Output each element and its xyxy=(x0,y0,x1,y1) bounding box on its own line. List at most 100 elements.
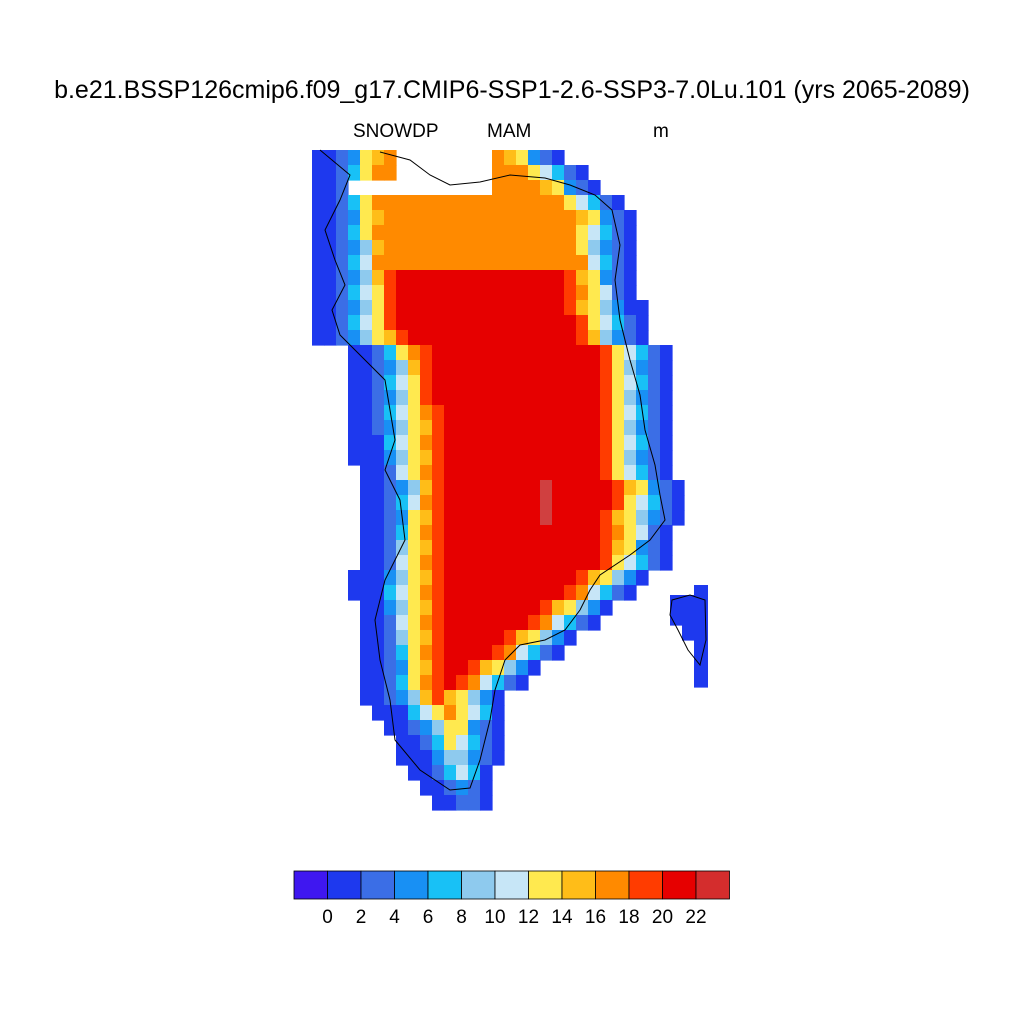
colorbar-box xyxy=(494,870,529,900)
map-cell xyxy=(480,615,493,631)
map-cell xyxy=(432,615,445,631)
map-cell xyxy=(492,300,505,316)
map-cell xyxy=(564,525,577,541)
map-cell xyxy=(660,540,673,556)
map-cell xyxy=(528,240,541,256)
map-cell xyxy=(372,255,385,271)
map-cell xyxy=(624,285,637,301)
map-cell xyxy=(636,525,649,541)
map-cell xyxy=(516,360,529,376)
map-cell xyxy=(516,375,529,391)
map-cell xyxy=(612,540,625,556)
map-cell xyxy=(516,450,529,466)
map-cell xyxy=(480,435,493,451)
map-cell xyxy=(552,180,565,196)
map-cell xyxy=(576,225,589,241)
map-cell xyxy=(384,600,397,616)
map-cell xyxy=(444,615,457,631)
map-cell xyxy=(588,450,601,466)
map-cell xyxy=(384,555,397,571)
map-cell xyxy=(600,315,613,331)
map-cell xyxy=(600,255,613,271)
map-cell xyxy=(576,465,589,481)
map-cell xyxy=(648,360,661,376)
map-cell xyxy=(336,210,349,226)
map-cell xyxy=(480,570,493,586)
map-cell xyxy=(612,240,625,256)
map-cell xyxy=(420,240,433,256)
map-cell xyxy=(624,495,637,511)
map-cell xyxy=(588,180,601,196)
colorbar-tick-label: 6 xyxy=(423,907,434,928)
map-cell xyxy=(420,495,433,511)
map-cell xyxy=(636,480,649,496)
map-cell xyxy=(396,255,409,271)
map-cell xyxy=(360,615,373,631)
map-cell xyxy=(360,450,373,466)
map-cell xyxy=(348,210,361,226)
map-cell xyxy=(444,705,457,721)
map-cell xyxy=(456,660,469,676)
map-cell xyxy=(576,525,589,541)
map-cell xyxy=(444,630,457,646)
map-cell xyxy=(528,405,541,421)
map-cell xyxy=(420,705,433,721)
map-cell xyxy=(624,510,637,526)
map-cell xyxy=(624,420,637,436)
map-cell xyxy=(600,225,613,241)
map-cell xyxy=(324,240,337,256)
map-cell xyxy=(396,585,409,601)
map-cell xyxy=(600,405,613,421)
map-cell xyxy=(372,480,385,496)
map-cell xyxy=(384,465,397,481)
map-cell xyxy=(516,555,529,571)
map-cell xyxy=(564,495,577,511)
map-cell xyxy=(516,615,529,631)
map-cell xyxy=(420,405,433,421)
map-cell xyxy=(624,315,637,331)
map-cell xyxy=(312,225,325,241)
map-cell xyxy=(564,315,577,331)
map-cell xyxy=(480,705,493,721)
map-cell xyxy=(420,690,433,706)
map-cell xyxy=(456,435,469,451)
map-cell xyxy=(564,450,577,466)
map-cell xyxy=(432,525,445,541)
map-cell xyxy=(564,465,577,481)
map-cell xyxy=(432,255,445,271)
map-cell xyxy=(468,615,481,631)
map-cell xyxy=(444,660,457,676)
map-cell xyxy=(612,450,625,466)
map-cell xyxy=(372,630,385,646)
map-cell xyxy=(612,330,625,346)
map-cell xyxy=(456,360,469,376)
map-cell xyxy=(588,540,601,556)
map-cell xyxy=(468,210,481,226)
map-cell xyxy=(324,165,337,181)
map-cell xyxy=(552,405,565,421)
map-cell xyxy=(336,165,349,181)
map-cell xyxy=(600,540,613,556)
map-cell xyxy=(468,690,481,706)
map-cell xyxy=(408,630,421,646)
map-cell xyxy=(624,450,637,466)
map-cell xyxy=(648,480,661,496)
map-cell xyxy=(648,405,661,421)
map-cell xyxy=(504,345,517,361)
map-cell xyxy=(552,570,565,586)
map-cell xyxy=(408,210,421,226)
map-cell xyxy=(456,720,469,736)
map-cell xyxy=(420,435,433,451)
map-cell xyxy=(480,465,493,481)
map-cell xyxy=(492,540,505,556)
map-cell xyxy=(468,360,481,376)
map-cell xyxy=(528,555,541,571)
map-cell xyxy=(552,375,565,391)
map-cell xyxy=(456,750,469,766)
map-cell xyxy=(408,450,421,466)
map-cell xyxy=(396,330,409,346)
map-cell xyxy=(588,195,601,211)
map-cell xyxy=(396,525,409,541)
map-cell xyxy=(408,540,421,556)
map-cell xyxy=(600,570,613,586)
